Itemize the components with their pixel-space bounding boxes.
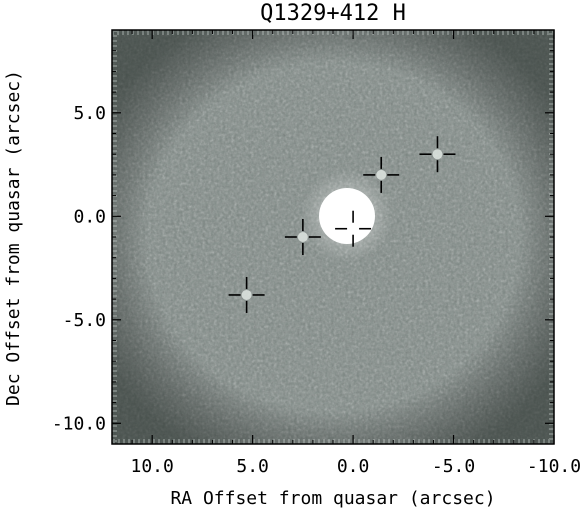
x-tick-label: -5.0 [432, 456, 475, 477]
y-tick-label: -10.0 [52, 413, 106, 434]
y-tick-label: 0.0 [73, 206, 106, 227]
y-tick-label: -5.0 [63, 310, 106, 331]
faint-source [432, 149, 443, 160]
faint-source [297, 232, 308, 242]
faint-source [376, 169, 387, 180]
x-tick-label: 0.0 [337, 456, 370, 477]
crosshair-marker [284, 219, 321, 255]
y-tick-label: 5.0 [73, 103, 106, 124]
quasar-source [319, 188, 375, 244]
faint-source [241, 289, 252, 300]
chart-title: Q1329+412 H [260, 1, 406, 26]
crosshair-marker [419, 136, 456, 173]
x-tick-label: 5.0 [236, 456, 269, 477]
crosshair-marker [335, 210, 372, 247]
x-axis-label: RA Offset from quasar (arcsec) [170, 488, 495, 509]
crosshair-marker [228, 276, 265, 313]
crosshair-marker [363, 156, 400, 193]
x-tick-label: -10.0 [527, 456, 581, 477]
image-panel [112, 30, 554, 444]
x-tick-label: 10.0 [131, 456, 174, 477]
y-axis-label: Dec Offset from quasar (arcsec) [3, 70, 24, 406]
